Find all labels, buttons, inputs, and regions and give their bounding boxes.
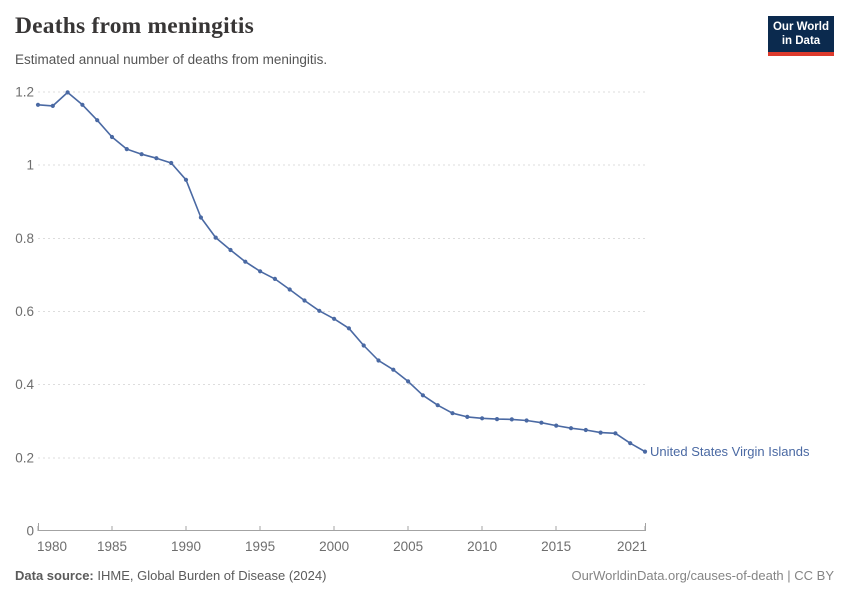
line-series — [37, 91, 646, 453]
y-tick-label: 0.6 — [15, 304, 34, 319]
data-point[interactable] — [480, 416, 485, 421]
attribution-link[interactable]: OurWorldinData.org/causes-of-death | CC … — [571, 568, 834, 583]
y-axis-labels: 0 0.2 0.4 0.6 0.8 1 1.2 — [15, 85, 34, 539]
x-axis-labels: 1980 1985 1990 1995 2000 2005 2010 2015 2021 — [37, 539, 647, 554]
data-point[interactable] — [539, 420, 544, 425]
data-point[interactable] — [465, 414, 470, 419]
data-point[interactable] — [361, 343, 366, 348]
owid-logo-line2: in Data — [781, 35, 821, 48]
x-tick-label: 2021 — [617, 539, 647, 554]
data-point[interactable] — [450, 411, 455, 416]
data-point[interactable] — [391, 367, 396, 372]
data-point[interactable] — [494, 417, 500, 422]
data-point[interactable] — [183, 177, 189, 182]
data-point[interactable] — [243, 259, 248, 264]
y-gridlines — [38, 91, 648, 459]
x-tick-label: 1985 — [97, 539, 127, 554]
data-point[interactable] — [302, 298, 307, 303]
data-point[interactable] — [583, 427, 588, 433]
data-point[interactable] — [598, 430, 603, 435]
data-point[interactable] — [213, 235, 218, 240]
y-tick-label: 1 — [26, 158, 34, 173]
x-tick-label: 2000 — [319, 539, 349, 554]
data-source-label: Data source: — [15, 568, 94, 583]
x-tick-label: 1995 — [245, 539, 275, 554]
data-points — [35, 90, 648, 454]
y-tick-label: 0.4 — [15, 377, 34, 392]
data-point[interactable] — [95, 118, 100, 123]
data-point[interactable] — [35, 102, 41, 107]
data-point[interactable] — [228, 247, 233, 253]
data-source-note: Data source: IHME, Global Burden of Dise… — [15, 568, 326, 583]
data-point[interactable] — [124, 147, 129, 152]
data-point[interactable] — [258, 269, 263, 274]
data-point[interactable] — [376, 358, 381, 363]
data-point[interactable] — [287, 287, 292, 292]
data-point[interactable] — [568, 426, 574, 431]
data-point[interactable] — [154, 156, 159, 161]
data-point[interactable] — [139, 152, 144, 157]
data-source-value: IHME, Global Burden of Disease (2024) — [93, 568, 327, 583]
data-point[interactable] — [332, 316, 337, 321]
data-point[interactable] — [435, 403, 440, 408]
entity-label[interactable]: United States Virgin Islands — [650, 444, 810, 459]
data-point[interactable] — [272, 276, 277, 281]
y-tick-label: 0 — [26, 524, 34, 539]
chart-footer: Data source: IHME, Global Burden of Dise… — [15, 568, 834, 583]
data-point[interactable] — [509, 417, 514, 422]
data-point[interactable] — [642, 449, 648, 454]
x-tick-label: 1980 — [37, 539, 67, 554]
data-point[interactable] — [346, 326, 351, 331]
owid-logo-line1: Our World — [772, 21, 829, 33]
data-point[interactable] — [80, 102, 85, 107]
owid-logo[interactable]: Our World in Data — [768, 16, 834, 56]
data-point[interactable] — [198, 215, 203, 220]
data-point[interactable] — [628, 441, 633, 446]
x-tick-label: 2015 — [541, 539, 571, 554]
x-tick-label: 2010 — [467, 539, 497, 554]
data-point[interactable] — [169, 160, 174, 166]
y-tick-label: 1.2 — [15, 85, 34, 100]
page-title: Deaths from meningitis — [15, 13, 254, 39]
data-point[interactable] — [554, 423, 559, 428]
data-point[interactable] — [524, 418, 529, 423]
data-point[interactable] — [420, 393, 425, 398]
data-line[interactable] — [37, 91, 646, 453]
y-tick-label: 0.2 — [15, 450, 34, 465]
x-axis — [37, 523, 646, 531]
x-tick-label: 1990 — [171, 539, 201, 554]
chart-subtitle: Estimated annual number of deaths from m… — [15, 52, 328, 67]
data-point[interactable] — [317, 308, 322, 313]
data-point[interactable] — [109, 134, 115, 140]
x-tick-label: 2005 — [393, 539, 423, 554]
data-point[interactable] — [613, 431, 618, 436]
y-tick-label: 0.8 — [15, 231, 34, 246]
data-point[interactable] — [406, 379, 411, 384]
data-point[interactable] — [50, 103, 55, 108]
data-point[interactable] — [65, 90, 70, 95]
